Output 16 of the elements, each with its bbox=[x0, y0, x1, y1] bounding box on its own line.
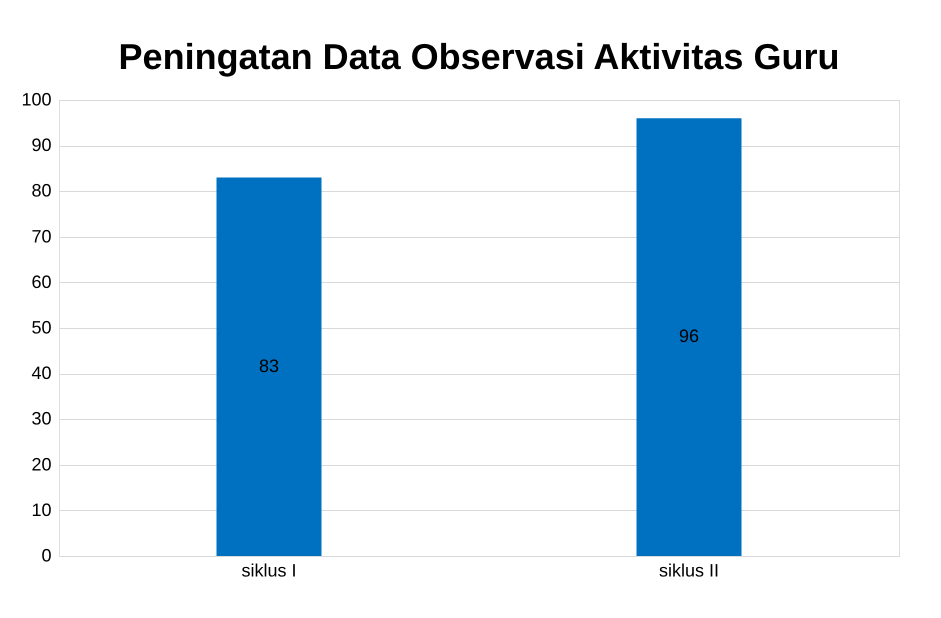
x-tick-label: siklus I bbox=[241, 560, 297, 580]
y-tick-label: 100 bbox=[21, 90, 52, 110]
y-tick-label: 40 bbox=[31, 363, 52, 384]
data-label: 96 bbox=[678, 326, 700, 346]
y-tick-label: 80 bbox=[31, 180, 52, 201]
x-tick-label: siklus II bbox=[658, 560, 720, 580]
y-tick-label: 0 bbox=[41, 546, 52, 566]
y-tick-label: 30 bbox=[31, 408, 52, 429]
data-label: 83 bbox=[258, 356, 280, 376]
y-tick-label: 20 bbox=[31, 454, 52, 474]
chart-title: Peningatan Data Observasi Aktivitas Guru bbox=[118, 36, 840, 77]
y-tick-label: 70 bbox=[31, 226, 52, 246]
y-tick-label: 90 bbox=[31, 135, 52, 156]
y-tick-label: 50 bbox=[31, 318, 52, 338]
y-tick-label: 10 bbox=[31, 500, 52, 520]
y-tick-label: 60 bbox=[31, 272, 52, 292]
